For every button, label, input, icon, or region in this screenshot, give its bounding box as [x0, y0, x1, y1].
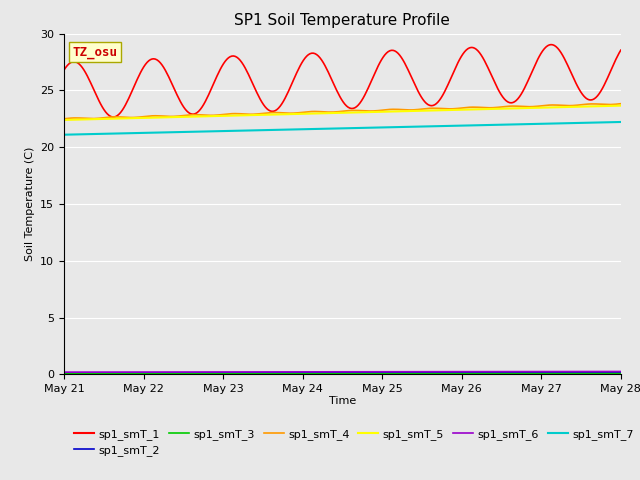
- sp1_smT_3: [183, 371, 191, 377]
- sp1_smT_3: [67, 371, 74, 377]
- sp1_smT_5: [372, 109, 380, 115]
- sp1_smT_4: [617, 101, 625, 107]
- X-axis label: Time: Time: [329, 396, 356, 406]
- sp1_smT_4: [67, 115, 74, 121]
- sp1_smT_1: [228, 53, 236, 59]
- sp1_smT_5: [183, 114, 191, 120]
- sp1_smT_2: [617, 370, 625, 375]
- sp1_smT_2: [60, 370, 68, 376]
- sp1_smT_6: [183, 369, 191, 375]
- Line: sp1_smT_7: sp1_smT_7: [64, 122, 621, 135]
- Title: SP1 Soil Temperature Profile: SP1 Soil Temperature Profile: [234, 13, 451, 28]
- sp1_smT_6: [67, 369, 74, 375]
- sp1_smT_4: [183, 112, 191, 118]
- Y-axis label: Soil Temperature (C): Soil Temperature (C): [24, 147, 35, 261]
- sp1_smT_2: [227, 370, 234, 376]
- sp1_smT_3: [617, 371, 625, 376]
- sp1_smT_5: [67, 117, 74, 123]
- Line: sp1_smT_4: sp1_smT_4: [64, 104, 621, 119]
- sp1_smT_3: [227, 371, 234, 377]
- sp1_smT_2: [183, 370, 191, 376]
- sp1_smT_5: [522, 105, 530, 111]
- sp1_smT_7: [183, 129, 191, 135]
- sp1_smT_7: [67, 132, 74, 137]
- sp1_smT_2: [516, 370, 524, 375]
- sp1_smT_7: [617, 119, 625, 125]
- Line: sp1_smT_5: sp1_smT_5: [64, 106, 621, 120]
- sp1_smT_1: [67, 60, 74, 65]
- sp1_smT_1: [185, 110, 193, 116]
- Legend: sp1_smT_1, sp1_smT_2, sp1_smT_3, sp1_smT_4, sp1_smT_5, sp1_smT_6, sp1_smT_7: sp1_smT_1, sp1_smT_2, sp1_smT_3, sp1_smT…: [70, 424, 638, 460]
- sp1_smT_6: [227, 369, 234, 375]
- sp1_smT_2: [372, 370, 380, 376]
- sp1_smT_7: [60, 132, 68, 138]
- sp1_smT_3: [372, 371, 380, 377]
- sp1_smT_4: [60, 116, 68, 121]
- sp1_smT_4: [227, 111, 234, 117]
- sp1_smT_1: [547, 42, 555, 48]
- sp1_smT_3: [60, 371, 68, 377]
- sp1_smT_6: [60, 369, 68, 375]
- sp1_smT_7: [227, 128, 234, 134]
- sp1_smT_5: [227, 113, 234, 119]
- Line: sp1_smT_1: sp1_smT_1: [64, 45, 621, 117]
- sp1_smT_1: [524, 79, 532, 84]
- sp1_smT_4: [516, 103, 524, 109]
- sp1_smT_6: [516, 369, 524, 374]
- sp1_smT_6: [522, 369, 530, 374]
- sp1_smT_1: [617, 47, 625, 53]
- sp1_smT_4: [372, 108, 380, 114]
- sp1_smT_1: [517, 92, 525, 97]
- sp1_smT_5: [516, 105, 524, 111]
- sp1_smT_3: [516, 371, 524, 376]
- sp1_smT_6: [617, 369, 625, 374]
- sp1_smT_7: [372, 125, 380, 131]
- sp1_smT_5: [617, 103, 625, 108]
- sp1_smT_7: [522, 121, 530, 127]
- sp1_smT_2: [67, 370, 74, 376]
- sp1_smT_1: [60, 67, 68, 73]
- sp1_smT_2: [522, 370, 530, 375]
- sp1_smT_1: [374, 63, 382, 69]
- sp1_smT_4: [522, 104, 530, 109]
- Text: TZ_osu: TZ_osu: [72, 46, 117, 59]
- sp1_smT_5: [60, 117, 68, 123]
- sp1_smT_3: [522, 371, 530, 376]
- sp1_smT_6: [372, 369, 380, 375]
- sp1_smT_1: [110, 114, 118, 120]
- sp1_smT_7: [516, 121, 524, 127]
